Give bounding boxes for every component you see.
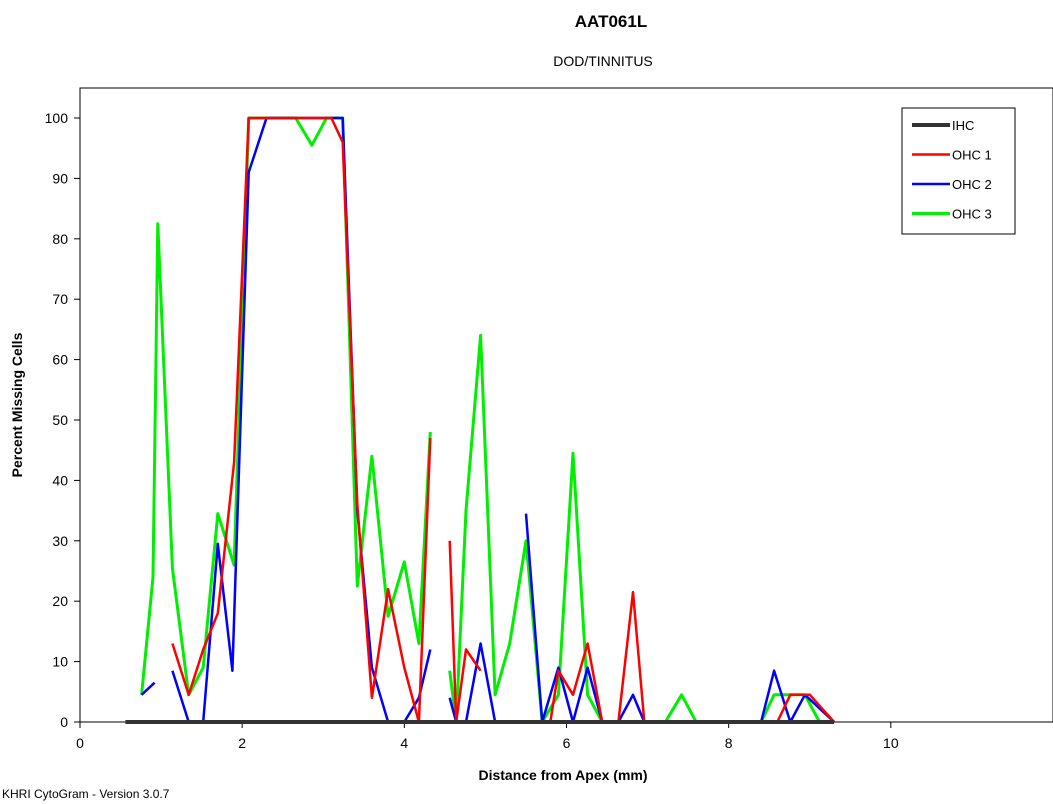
series-line-ohc3 [448, 333, 604, 724]
series-line-ohc2 [617, 669, 835, 724]
y-tick-label: 70 [52, 291, 68, 307]
legend-label: OHC 3 [952, 207, 992, 222]
x-tick-label: 4 [400, 735, 408, 751]
series-line-ohc1 [448, 540, 482, 724]
series-line-ohc1 [549, 642, 604, 723]
y-axis-label: Percent Missing Cells [9, 332, 25, 477]
chart: AAT061L DOD/TINNITUS 0102030405060708090… [9, 12, 1053, 783]
series-line-ohc3 [618, 693, 835, 724]
y-tick-label: 90 [52, 170, 68, 186]
x-tick-label: 2 [238, 735, 246, 751]
y-tick-label: 30 [52, 533, 68, 549]
y-tick-label: 80 [52, 231, 68, 247]
y-tick-label: 10 [52, 654, 68, 670]
series-line-ohc1 [171, 116, 432, 724]
x-tick-label: 8 [725, 735, 733, 751]
legend-label: OHC 2 [952, 177, 992, 192]
chart-title: AAT061L [575, 12, 647, 31]
series-line-ohc2 [140, 681, 156, 696]
axis-ticks: 0 10 20 30 40 50 60 70 80 90 100 0 2 4 6 8 10 [45, 110, 899, 751]
series-line-ohc2 [524, 513, 604, 724]
y-tick-label: 0 [60, 714, 68, 730]
chart-subtitle: DOD/TINNITUS [553, 53, 653, 69]
y-tick-label: 100 [45, 110, 69, 126]
series-layer [125, 116, 836, 724]
footer-version: KHRI CytoGram - Version 3.0.7 [2, 787, 170, 801]
x-tick-label: 6 [563, 735, 571, 751]
y-tick-label: 20 [52, 593, 68, 609]
x-axis-label: Distance from Apex (mm) [478, 767, 647, 783]
x-tick-label: 10 [883, 735, 899, 751]
y-tick-label: 60 [52, 352, 68, 368]
legend-label: IHC [952, 118, 974, 133]
x-tick-label: 0 [76, 735, 84, 751]
legend: IHC OHC 1 OHC 2 OHC 3 [901, 107, 1016, 235]
y-tick-label: 40 [52, 472, 68, 488]
y-tick-label: 50 [52, 412, 68, 428]
legend-label: OHC 1 [952, 148, 992, 163]
